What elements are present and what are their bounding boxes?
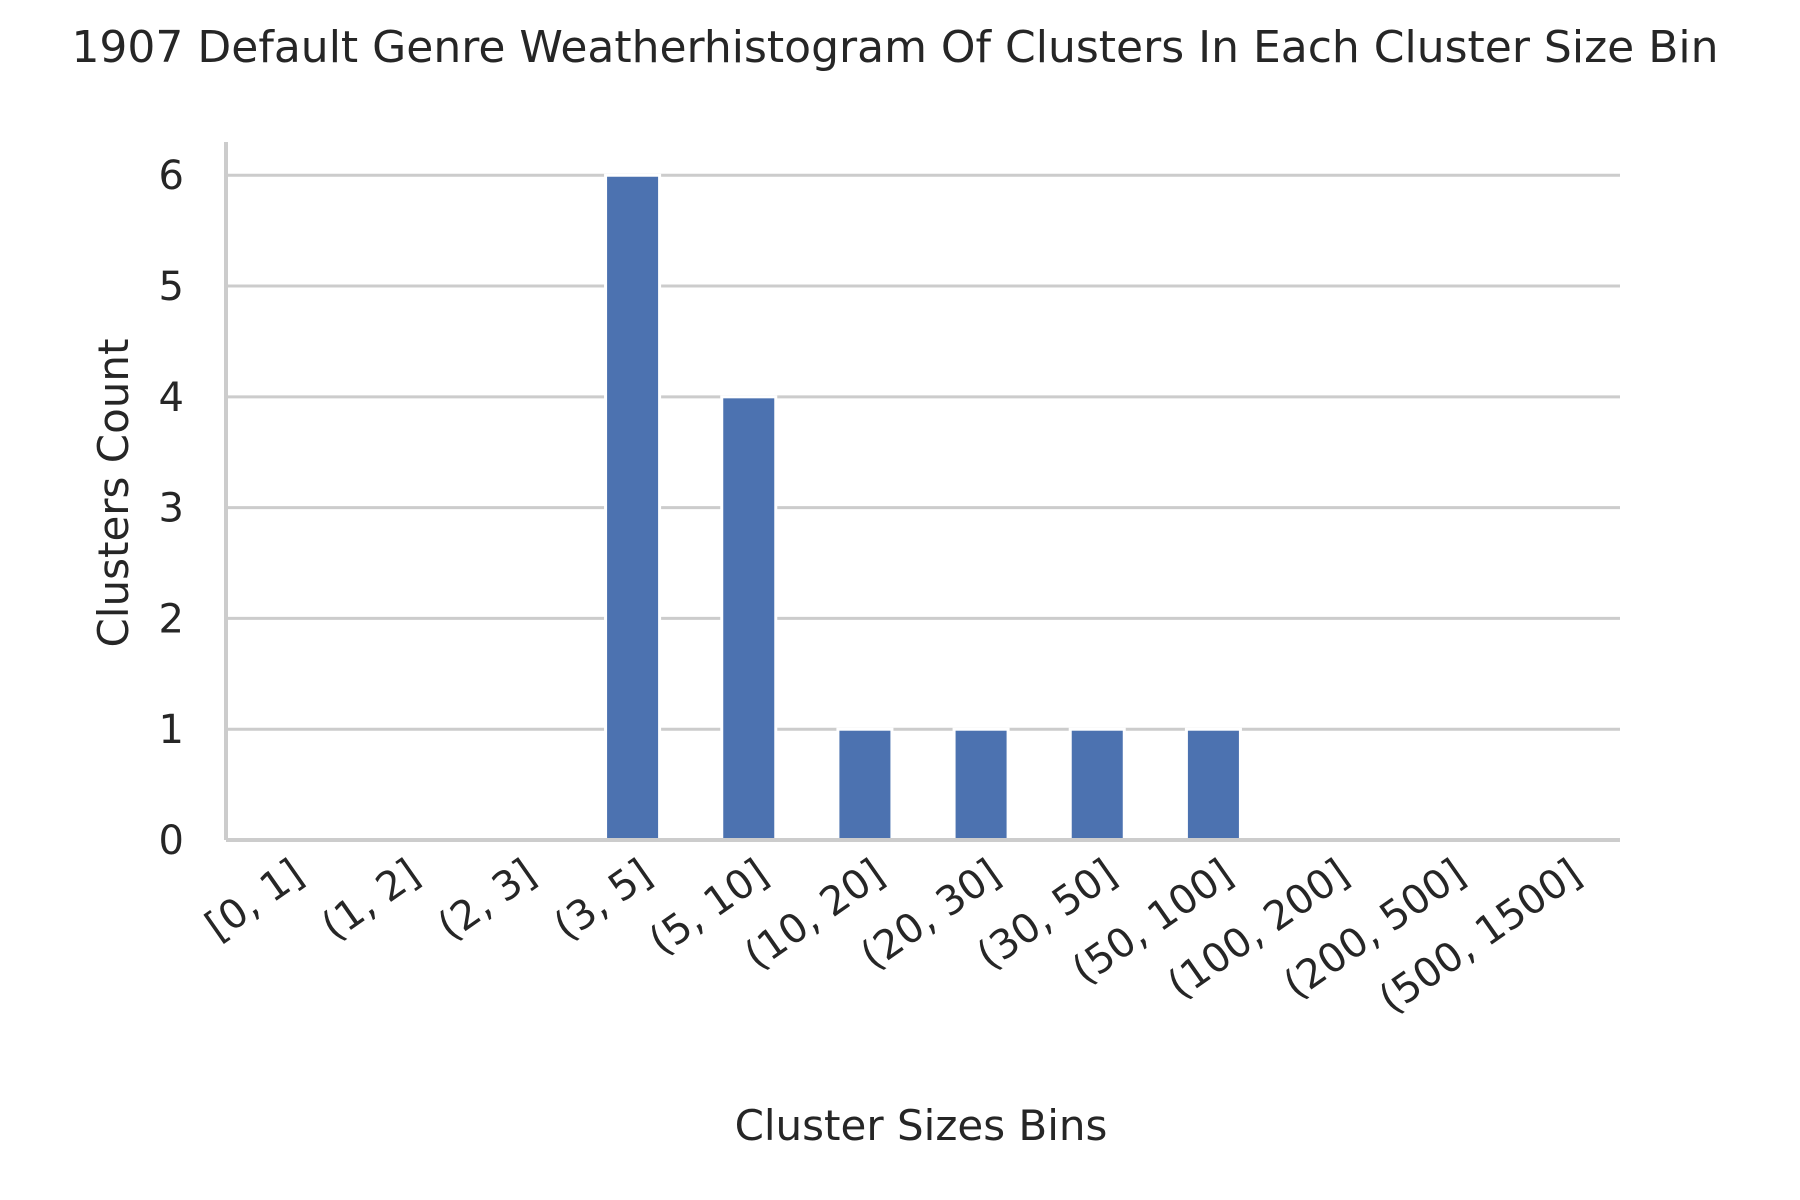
bar-4 bbox=[720, 395, 778, 842]
bar-7 bbox=[1068, 727, 1126, 842]
y-axis-label: Clusters Count bbox=[89, 338, 138, 647]
x-tick-label: (3, 5] bbox=[546, 851, 660, 950]
y-tick-label: 1 bbox=[159, 707, 184, 753]
y-tick-label: 2 bbox=[159, 596, 184, 642]
x-tick-labels: [0, 1] (1, 2] (2, 3] (3, 5](5, 10](10, 20](… bbox=[197, 851, 1589, 1023]
x-tick-label: (1, 2] bbox=[314, 851, 428, 950]
x-tick-label: (2, 3] bbox=[430, 851, 544, 950]
y-tick-label: 4 bbox=[159, 375, 184, 421]
bar-6 bbox=[952, 727, 1010, 842]
y-tick-label: 6 bbox=[159, 153, 184, 199]
bar-5 bbox=[836, 727, 894, 842]
bars bbox=[604, 173, 1242, 842]
y-tick-label: 0 bbox=[159, 818, 184, 864]
bar-3 bbox=[604, 173, 662, 842]
grid-lines bbox=[226, 173, 1620, 731]
bar-8 bbox=[1184, 727, 1242, 842]
chart-title: 1907 Default Genre Weatherhistogram Of C… bbox=[71, 22, 1718, 73]
x-axis-label: Cluster Sizes Bins bbox=[735, 1101, 1108, 1150]
x-tick-label: [0, 1] bbox=[197, 851, 311, 950]
axes bbox=[224, 142, 1620, 842]
y-tick-label: 3 bbox=[159, 486, 184, 532]
y-tick-labels: 0 1 2 3 4 5 6 bbox=[159, 153, 184, 864]
y-tick-label: 5 bbox=[159, 264, 184, 310]
